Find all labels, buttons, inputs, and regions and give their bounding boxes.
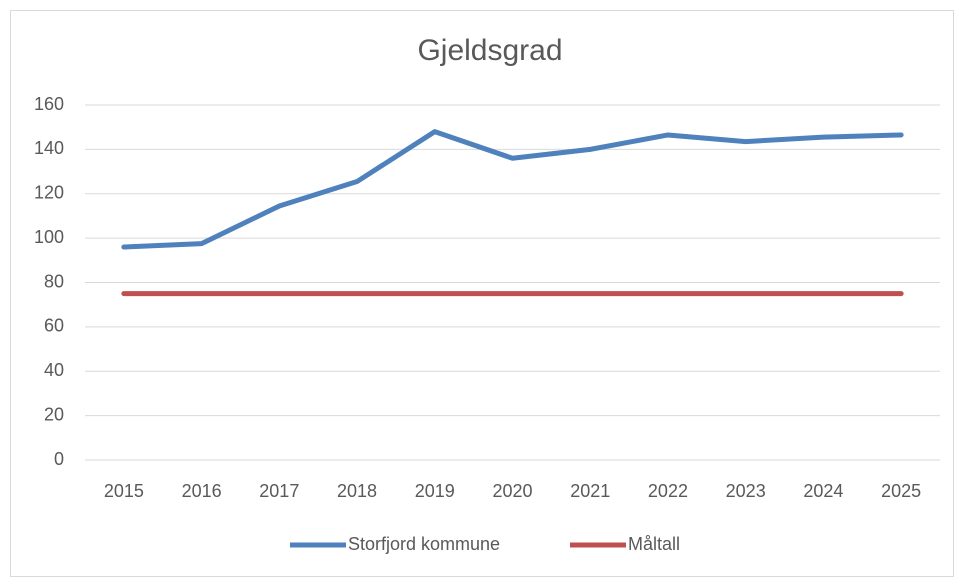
x-tick-label: 2022: [648, 481, 688, 501]
y-tick-label: 60: [44, 316, 64, 336]
y-tick-label: 20: [44, 404, 64, 424]
x-tick-label: 2016: [182, 481, 222, 501]
y-tick-label: 100: [34, 227, 64, 247]
legend-label: Storfjord kommune: [348, 534, 500, 554]
x-tick-label: 2018: [337, 481, 377, 501]
x-tick-label: 2017: [259, 481, 299, 501]
y-tick-label: 40: [44, 360, 64, 380]
chart-title: Gjeldsgrad: [417, 34, 562, 67]
legend-label: Måltall: [628, 534, 680, 554]
x-tick-label: 2020: [492, 481, 532, 501]
x-tick-label: 2021: [570, 481, 610, 501]
series-line: [121, 129, 904, 250]
y-tick-label: 80: [44, 271, 64, 291]
x-tick-label: 2024: [803, 481, 843, 501]
y-tick-label: 160: [34, 94, 64, 114]
y-tick-label: 120: [34, 183, 64, 203]
x-tick-label: 2023: [726, 481, 766, 501]
y-tick-label: 140: [34, 138, 64, 158]
x-tick-label: 2015: [104, 481, 144, 501]
x-tick-label: 2025: [881, 481, 921, 501]
x-tick-label: 2019: [415, 481, 455, 501]
y-tick-label: 0: [54, 449, 64, 469]
